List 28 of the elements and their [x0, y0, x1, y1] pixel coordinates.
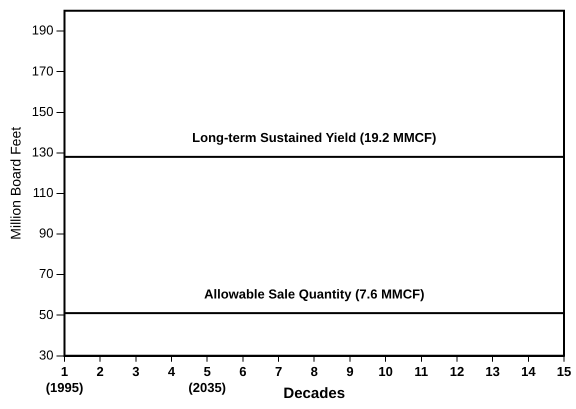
x-tick-label: 15: [556, 364, 572, 380]
x-tick-label: 3: [132, 364, 140, 380]
x-tick-label: 11: [414, 364, 428, 380]
y-tick-label: 150: [32, 104, 54, 119]
y-tick-label: 170: [32, 63, 54, 78]
x-tick-label: 6: [239, 364, 247, 380]
y-axis-title: Million Board Feet: [7, 126, 24, 240]
x-tick-label: 12: [450, 364, 464, 380]
x-tick-label: 13: [485, 364, 500, 380]
x-tick-label: 7: [274, 364, 282, 380]
y-tick-label: 90: [39, 226, 54, 241]
y-tick-label: 30: [39, 347, 54, 362]
y-tick-label: 130: [32, 144, 54, 160]
x-tick-label: 9: [346, 364, 354, 380]
x-tick-label: 10: [378, 364, 393, 380]
x-tick-label: 14: [521, 364, 536, 380]
x-tick-label: 8: [310, 364, 318, 380]
x-tick-label: 1 (1995): [46, 364, 84, 395]
x-tick-label: 2: [96, 364, 104, 380]
y-tick-label: 70: [39, 266, 54, 282]
y-tick-label: 190: [32, 22, 54, 38]
y-tick-label: 50: [39, 306, 54, 322]
x-tick-label: 4: [168, 364, 176, 380]
ref-line-label: Long-term Sustained Yield (19.2 MMCF): [192, 130, 436, 145]
ref-line-label: Allowable Sale Quantity (7.6 MMCF): [204, 286, 424, 302]
x-tick-label: 5 (2035): [188, 364, 226, 395]
x-axis-title: Decades: [283, 385, 346, 402]
y-tick-label: 110: [32, 185, 54, 200]
